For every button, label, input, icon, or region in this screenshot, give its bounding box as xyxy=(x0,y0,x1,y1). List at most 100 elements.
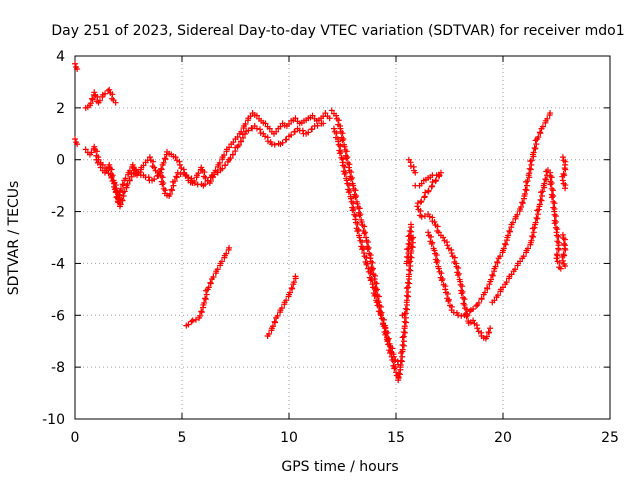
data-point xyxy=(418,213,425,220)
data-point xyxy=(201,299,208,306)
data-point xyxy=(562,185,569,192)
data-point xyxy=(82,146,89,153)
data-point xyxy=(273,128,280,135)
data-point xyxy=(562,263,569,270)
data-point xyxy=(113,187,120,194)
data-point xyxy=(390,353,397,360)
data-point xyxy=(286,121,292,128)
data-point xyxy=(532,145,539,152)
data-point xyxy=(459,283,466,290)
data-point xyxy=(198,309,205,316)
data-point xyxy=(418,180,425,187)
data-point xyxy=(88,149,95,156)
data-point xyxy=(433,252,440,259)
data-point xyxy=(506,227,513,234)
data-point xyxy=(266,331,273,338)
data-point xyxy=(101,90,108,97)
data-point xyxy=(269,323,276,330)
data-point xyxy=(271,141,278,148)
data-point xyxy=(97,164,104,171)
data-point xyxy=(559,154,566,161)
data-point xyxy=(222,162,229,169)
data-point xyxy=(119,197,126,204)
data-point xyxy=(466,308,473,315)
data-point xyxy=(242,121,249,128)
data-point xyxy=(391,365,398,372)
data-point xyxy=(517,258,524,265)
data-point xyxy=(339,159,346,166)
data-point xyxy=(353,193,360,200)
data-point xyxy=(542,176,549,183)
data-point xyxy=(348,169,355,176)
data-point xyxy=(562,246,569,253)
data-point xyxy=(543,176,550,183)
data-point xyxy=(333,112,340,119)
data-point xyxy=(535,133,542,140)
data-point xyxy=(120,193,127,200)
data-point xyxy=(93,156,100,163)
data-point xyxy=(554,226,561,233)
data-point xyxy=(112,189,119,196)
series-mid-flat xyxy=(412,169,494,342)
data-point xyxy=(337,143,344,150)
data-point xyxy=(362,229,369,236)
data-point xyxy=(369,259,376,266)
data-point xyxy=(530,229,537,236)
data-point xyxy=(458,290,465,297)
data-point xyxy=(444,242,451,249)
data-point xyxy=(539,188,546,195)
data-point xyxy=(96,97,103,104)
data-point xyxy=(268,141,275,148)
series-arc-2 xyxy=(264,273,299,340)
data-point xyxy=(205,177,212,184)
data-point xyxy=(195,170,202,177)
data-point xyxy=(188,318,195,325)
data-point xyxy=(534,215,541,222)
data-point xyxy=(405,233,412,240)
data-point xyxy=(221,152,228,159)
data-point xyxy=(531,144,538,151)
data-point xyxy=(348,174,355,181)
data-point xyxy=(561,165,568,172)
data-point xyxy=(520,253,527,260)
data-point xyxy=(160,159,167,166)
data-point xyxy=(173,173,180,180)
data-point xyxy=(555,233,562,240)
data-point xyxy=(171,178,178,185)
data-point xyxy=(406,266,413,273)
data-point xyxy=(346,187,353,194)
data-point xyxy=(345,189,352,196)
data-point xyxy=(330,125,337,132)
data-point xyxy=(455,265,462,272)
data-point xyxy=(146,154,153,161)
data-point xyxy=(421,213,428,220)
data-point xyxy=(375,293,382,300)
data-point xyxy=(333,130,340,137)
y-tick-label: -4 xyxy=(51,256,65,272)
y-tick-label: -8 xyxy=(51,360,65,376)
data-point xyxy=(399,312,406,319)
data-point xyxy=(371,292,378,299)
data-point xyxy=(526,165,533,172)
data-point xyxy=(347,176,354,183)
data-point xyxy=(560,251,567,258)
data-point xyxy=(257,126,264,133)
data-point xyxy=(185,174,192,181)
data-point xyxy=(336,150,343,157)
data-point xyxy=(508,271,515,278)
data-point xyxy=(235,142,242,149)
data-point xyxy=(544,172,551,179)
data-point xyxy=(392,364,399,371)
grid xyxy=(75,56,610,419)
data-point xyxy=(137,169,144,176)
data-point xyxy=(395,361,402,368)
data-point xyxy=(93,148,100,155)
data-point xyxy=(399,334,406,341)
data-point xyxy=(214,266,221,273)
data-point xyxy=(189,179,196,186)
data-point xyxy=(376,303,383,310)
data-point xyxy=(397,357,404,364)
data-point xyxy=(118,196,125,203)
data-point xyxy=(442,286,449,293)
